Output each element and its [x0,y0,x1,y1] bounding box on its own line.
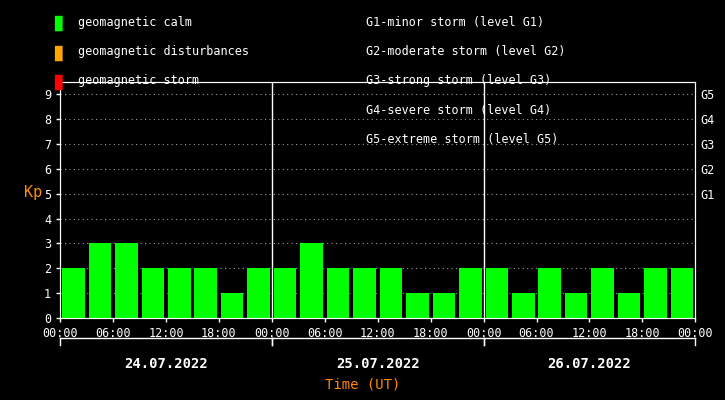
Bar [565,293,587,318]
Bar [539,268,561,318]
Text: geomagnetic storm: geomagnetic storm [78,74,199,88]
Text: █: █ [54,74,62,90]
Text: G5-extreme storm (level G5): G5-extreme storm (level G5) [366,133,558,146]
Y-axis label: Kp: Kp [24,185,42,200]
Text: 26.07.2022: 26.07.2022 [547,357,631,371]
Bar [486,268,508,318]
Bar [406,293,428,318]
Text: 24.07.2022: 24.07.2022 [124,357,208,371]
Bar [221,293,244,318]
Bar [274,268,297,318]
Bar [141,268,164,318]
Bar [459,268,481,318]
Text: G2-moderate storm (level G2): G2-moderate storm (level G2) [366,45,566,58]
Text: █: █ [54,45,62,61]
Text: geomagnetic calm: geomagnetic calm [78,16,192,29]
Bar [512,293,534,318]
Text: Time (UT): Time (UT) [325,378,400,392]
Bar [247,268,270,318]
Text: 25.07.2022: 25.07.2022 [336,357,420,371]
Bar [300,244,323,318]
Bar [671,268,693,318]
Text: G4-severe storm (level G4): G4-severe storm (level G4) [366,104,552,117]
Bar [62,268,85,318]
Bar [433,293,455,318]
Text: G3-strong storm (level G3): G3-strong storm (level G3) [366,74,552,88]
Bar [115,244,138,318]
Bar [380,268,402,318]
Bar [327,268,349,318]
Bar [618,293,640,318]
Text: geomagnetic disturbances: geomagnetic disturbances [78,45,249,58]
Text: G1-minor storm (level G1): G1-minor storm (level G1) [366,16,544,29]
Bar [645,268,667,318]
Bar [592,268,614,318]
Bar [194,268,217,318]
Bar [353,268,376,318]
Bar [88,244,111,318]
Bar [168,268,191,318]
Text: █: █ [54,16,62,32]
